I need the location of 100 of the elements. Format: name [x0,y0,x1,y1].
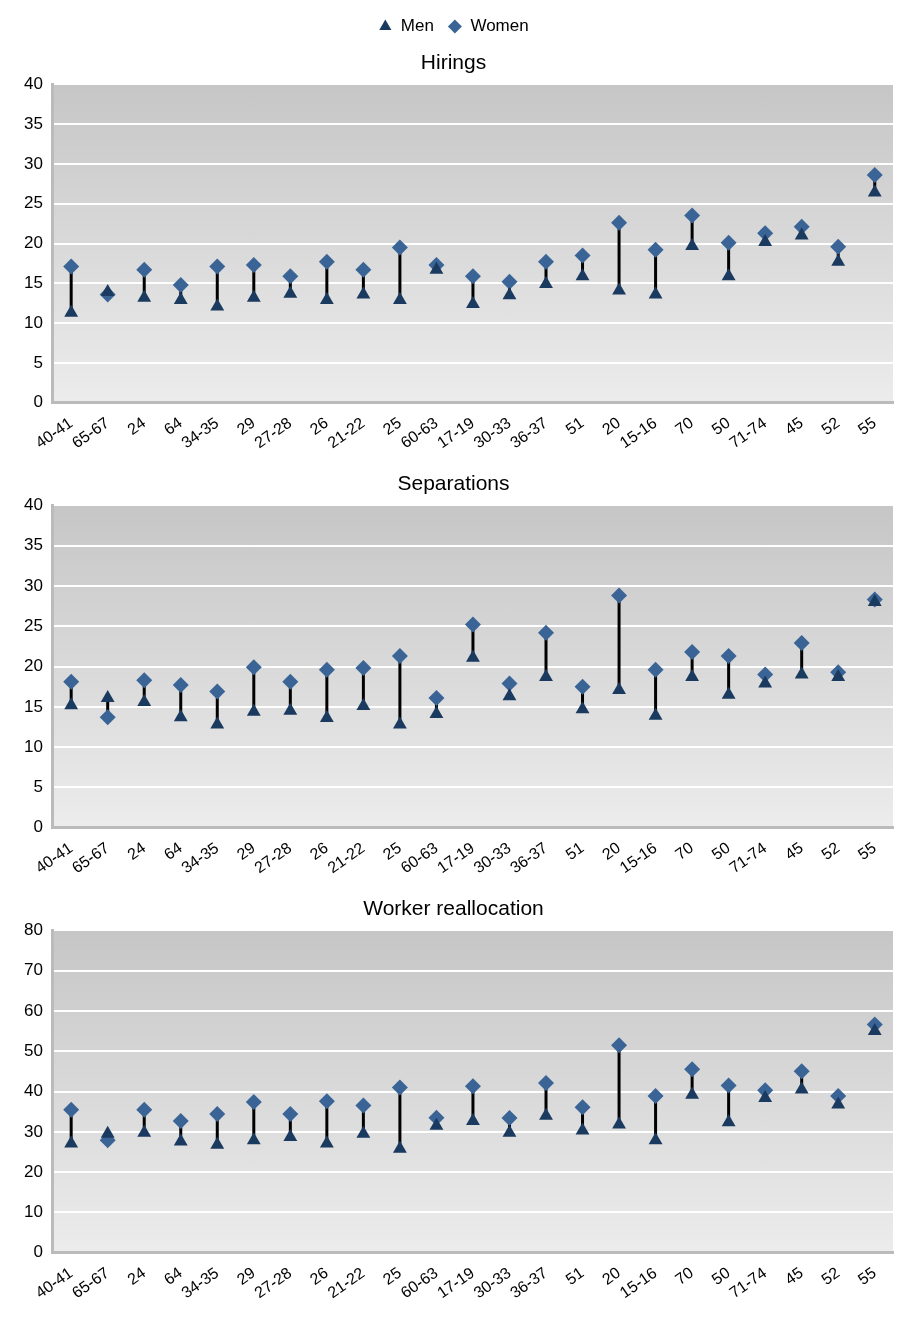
point [245,1093,262,1110]
point [647,241,664,258]
point [502,287,517,300]
point [538,253,555,270]
x-tick-label: 70 [672,838,697,863]
point [210,716,225,729]
point [245,257,262,274]
point [538,1075,555,1092]
point [355,261,372,278]
point [429,1117,444,1130]
point [136,261,153,278]
y-tick-label: 30 [23,1121,43,1141]
point [502,1124,517,1137]
point [210,298,225,311]
point [64,304,79,317]
point [392,716,407,729]
point [685,1086,700,1099]
point [502,688,517,701]
x-tick-label: 24 [124,1263,149,1288]
point [501,1110,518,1127]
y-tick-label: 60 [23,1000,43,1020]
point [282,1106,299,1123]
y-tick-label: 80 [23,919,43,939]
point [428,689,445,706]
point [539,1107,553,1120]
point [283,702,298,715]
point [611,587,628,604]
point [209,683,226,700]
y-tick-label: 5 [33,352,43,372]
point [136,1101,153,1118]
point [538,624,555,641]
x-tick-label: 52 [818,413,843,438]
point [611,1037,628,1054]
point [356,698,371,711]
y-tick-label: 10 [23,1202,43,1222]
point [464,616,481,633]
point [684,207,701,224]
y-tick-label: 40 [23,1081,43,1101]
point [173,1133,188,1146]
x-tick-label: 45 [781,1263,807,1288]
point [648,707,663,720]
point [684,643,701,660]
y-tick-label: 30 [23,153,43,173]
point [539,276,553,289]
y-tick-label: 10 [23,736,43,756]
point [794,666,809,679]
point [464,1078,481,1095]
point [464,268,481,285]
point [831,1096,846,1109]
point [172,276,189,293]
y-tick-label: 0 [33,392,43,412]
point [137,1124,152,1137]
x-tick-label: 24 [124,838,149,863]
point [648,286,663,299]
point [574,1099,591,1116]
y-tick-label: 35 [23,113,43,133]
y-tick-label: 40 [23,73,43,93]
point [758,675,773,688]
point [429,706,444,719]
point [466,649,480,662]
point [318,661,335,678]
point [63,258,80,275]
point [246,703,261,716]
point [283,1129,298,1142]
point [793,635,810,652]
point [611,214,628,231]
point [758,233,773,246]
point [831,253,846,266]
point [794,227,809,240]
y-tick-label: 0 [33,817,43,837]
point [246,289,261,302]
x-tick-label: 51 [562,1263,587,1288]
point [210,1136,225,1149]
legend-label: Men [400,16,434,36]
point [684,1061,701,1078]
point [501,273,518,290]
legend-label: Women [470,16,529,36]
point [137,289,152,302]
point [100,1125,115,1138]
point [793,1063,810,1080]
y-tick-label: 70 [23,960,43,980]
point [99,709,116,726]
point [319,1135,334,1148]
point [245,659,262,676]
point [319,292,334,305]
y-tick-label: 20 [23,233,43,253]
point [575,701,590,714]
point [100,689,115,702]
point [64,697,79,710]
point [172,677,189,694]
point [391,239,408,256]
point [100,284,115,297]
x-tick-label: 51 [562,413,587,438]
point [172,1112,189,1129]
x-tick-label: 70 [672,413,697,438]
point [209,258,226,275]
point [173,292,188,305]
point [574,247,591,264]
point [831,668,846,681]
point [137,693,152,706]
